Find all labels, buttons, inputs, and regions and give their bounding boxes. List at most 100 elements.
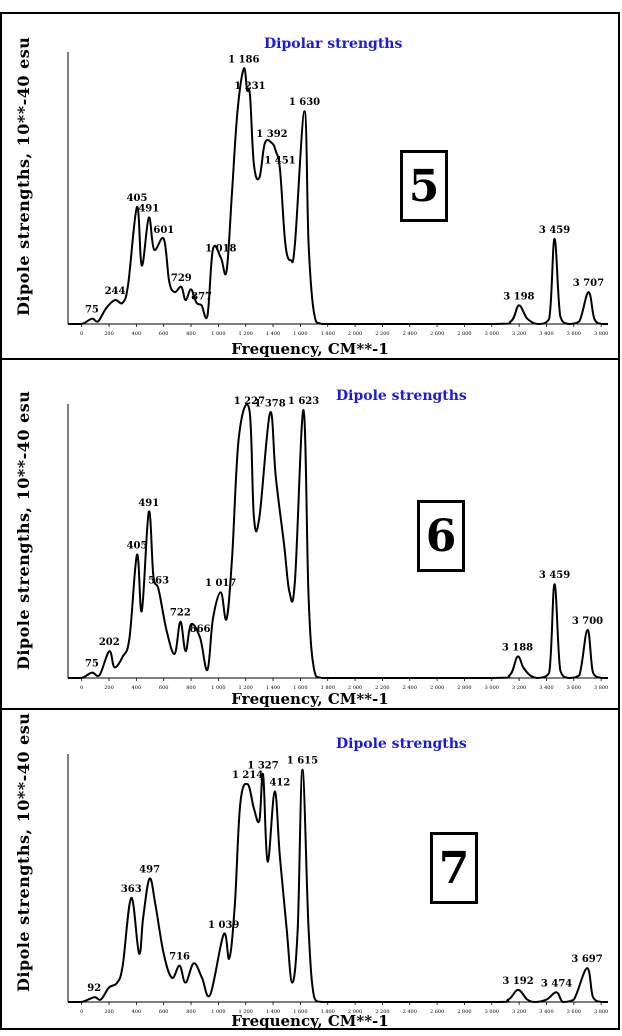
x-tick-label: 3 000 [485,685,499,691]
peak-label: 75 [85,305,99,316]
x-tick-label: 1 000 [211,1009,225,1015]
x-tick-label: 2 800 [457,685,471,691]
spectrum-line [68,67,608,326]
peak-label: 1 451 [264,156,295,167]
x-tick-label: 3 200 [512,1009,526,1015]
x-tick-label: 1 000 [211,331,225,337]
x-tick-label: 2 200 [375,685,389,691]
peak-label: 244 [105,286,126,297]
peak-label: 1 017 [205,578,236,589]
x-tick-label: 200 [104,331,114,337]
x-tick-label: 1 600 [293,685,307,691]
peak-label: 1 039 [208,920,239,931]
x-tick-label: 3 000 [485,331,499,337]
x-tick-label: 2 600 [430,685,444,691]
x-tick-label: 1 600 [293,1009,307,1015]
peak-label: 75 [85,659,99,670]
peak-label: 491 [138,204,159,215]
peak-label: 405 [127,193,148,204]
x-tick-label: 3 800 [594,685,608,691]
x-tick-label: 600 [159,331,169,337]
spectrum-line [68,768,608,1003]
peak-label: 1 378 [254,399,285,410]
x-tick-label: 2 400 [403,331,417,337]
peak-label: 3 700 [572,616,603,627]
spectrum-plot: 0 200 400 600 800 1 000 1 200 1 400 1 600 1 800 2 … [67,754,608,1015]
x-tick-label: 1 400 [266,685,280,691]
panel-number-box: 6 [417,500,465,572]
x-tick-label: 0 [80,685,83,691]
peak-label: 3 697 [571,954,602,965]
x-tick-label: 1 800 [321,685,335,691]
x-tick-label: 1 000 [211,685,225,691]
chart-panel-6: 0 200 400 600 800 1 000 1 200 1 400 1 600 1 800 2 … [0,358,620,710]
chart-title: Dipole strengths [336,736,467,752]
peak-label: 1 615 [287,756,318,767]
peak-label: 716 [169,952,190,963]
spectrum-plot: 0 200 400 600 800 1 000 1 200 1 400 1 600 1 800 2 … [67,52,608,337]
spectrum-plot: 0 200 400 600 800 1 000 1 200 1 400 1 600 1 800 2 … [67,396,608,691]
x-tick-label: 3 600 [567,1009,581,1015]
x-tick-label: 2 600 [430,1009,444,1015]
x-axis-label: Frequency, CM**-1 [231,340,389,358]
x-tick-label: 2 800 [457,331,471,337]
x-tick-label: 0 [80,331,83,337]
x-tick-label: 800 [186,1009,196,1015]
x-tick-label: 3 200 [512,331,526,337]
peak-label: 92 [87,983,101,994]
x-tick-label: 3 200 [512,685,526,691]
peak-label: 1 186 [228,55,259,66]
x-tick-label: 200 [104,685,114,691]
chart-title: Dipole strengths [336,388,467,404]
x-tick-label: 3 400 [539,1009,553,1015]
x-tick-label: 1 200 [239,685,253,691]
panel-number-box: 5 [400,150,448,222]
x-tick-label: 1 600 [293,331,307,337]
peak-label: 1 214 [232,770,263,781]
x-tick-label: 0 [80,1009,83,1015]
x-tick-label: 3 800 [594,331,608,337]
peak-label: 877 [191,291,212,302]
x-axis-label: Frequency, CM**-1 [231,1012,389,1030]
x-tick-label: 2 000 [348,1009,362,1015]
peak-label: 866 [190,624,211,635]
peak-label: 3 459 [539,225,570,236]
y-axis-label: Dipole strengths, 10**-40 esu [14,390,33,670]
peak-label: 3 192 [502,976,533,987]
x-tick-label: 1 400 [266,331,280,337]
peak-label: 3 459 [539,570,570,581]
chart-title: Dipolar strengths [264,36,403,52]
peak-label: 202 [99,637,120,648]
x-tick-label: 2 400 [403,685,417,691]
x-tick-label: 1 200 [239,331,253,337]
x-tick-label: 400 [132,685,142,691]
x-tick-label: 1 800 [321,331,335,337]
peak-label: 405 [127,541,148,552]
x-tick-label: 200 [104,1009,114,1015]
x-tick-label: 400 [132,331,142,337]
y-axis-label: Dipole strengths, 10**-40 esu [14,36,33,316]
x-tick-label: 3 600 [567,331,581,337]
peak-label: 1 227 [234,396,265,407]
peak-label: 601 [153,225,174,236]
x-tick-label: 800 [186,331,196,337]
peak-label: 563 [148,576,169,587]
spectrum-line [68,403,608,679]
x-tick-label: 3 400 [539,685,553,691]
x-tick-label: 1 400 [266,1009,280,1015]
x-tick-label: 3 600 [567,685,581,691]
x-tick-label: 800 [186,685,196,691]
y-axis-label: Dipole strengths, 10**-40 esu [14,712,33,992]
peak-label: 3 707 [573,278,604,289]
x-tick-label: 2 200 [375,1009,389,1015]
x-tick-label: 2 000 [348,685,362,691]
peak-label: 1 018 [205,244,236,255]
x-tick-label: 2 800 [457,1009,471,1015]
panel-number-box: 7 [430,832,478,904]
x-tick-label: 1 200 [239,1009,253,1015]
x-tick-label: 600 [159,685,169,691]
x-tick-label: 400 [132,1009,142,1015]
peak-label: 1 623 [288,396,319,407]
chart-panel-7: 0 200 400 600 800 1 000 1 200 1 400 1 600 1 800 2 … [0,708,620,1030]
peak-label: 729 [171,273,192,284]
